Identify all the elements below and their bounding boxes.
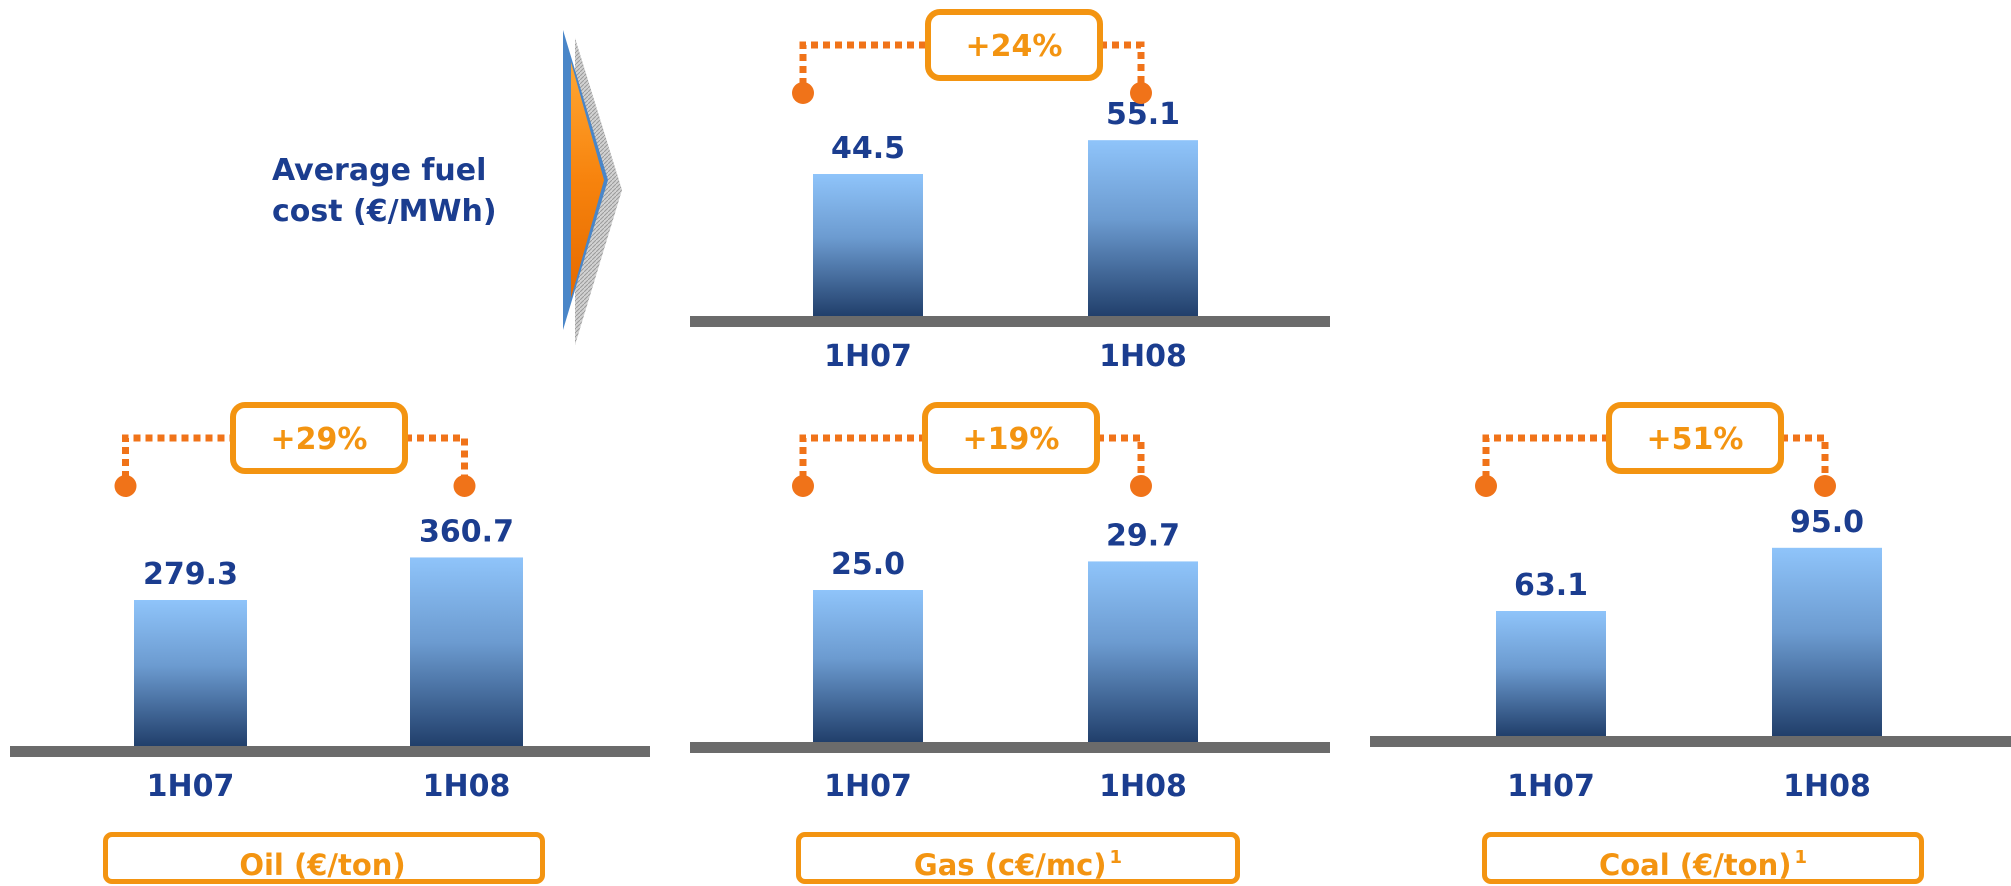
- category-label-gas: Gas (c€/mc) 1: [796, 832, 1240, 884]
- change-connector: [122, 434, 233, 478]
- change-connector: [799, 41, 928, 85]
- change-label: +29%: [271, 422, 368, 457]
- change-badge: [230, 402, 408, 474]
- data-label: 95.0: [1790, 505, 1864, 540]
- connector-dot: [114, 475, 137, 497]
- baseline: [690, 742, 1330, 753]
- bar-1h08: [410, 557, 523, 746]
- category-label-text: Oil (€/ton): [239, 848, 406, 882]
- data-label: 63.1: [1514, 568, 1588, 603]
- change-connector: [1482, 434, 1609, 478]
- baseline: [690, 316, 1330, 327]
- change-badge: [1606, 402, 1784, 474]
- change-label: +24%: [966, 29, 1063, 64]
- change-connector: [1781, 434, 1829, 478]
- connector-dot: [1130, 475, 1152, 497]
- tick-label: 1H07: [824, 769, 912, 804]
- change-connector: [799, 434, 925, 478]
- tick-label: 1H08: [1099, 769, 1187, 804]
- change-badge: [925, 9, 1103, 81]
- baseline: [1370, 736, 2011, 747]
- connector-dot: [1475, 475, 1497, 497]
- change-connector: [1097, 434, 1145, 478]
- tick-label: 1H07: [147, 769, 235, 804]
- data-label: 44.5: [831, 131, 905, 166]
- bar-1h08: [1088, 140, 1198, 316]
- footnote-marker: 1: [1794, 847, 1808, 868]
- change-badge: [922, 402, 1100, 474]
- bar-1h08: [1088, 561, 1198, 742]
- category-label-text: Gas (c€/mc): [913, 848, 1107, 882]
- connector-dot: [792, 475, 814, 497]
- tick-label: 1H08: [1099, 339, 1187, 374]
- average-fuel-cost-label: Average fuel cost (€/MWh): [272, 153, 497, 230]
- connector-dot: [1814, 475, 1836, 497]
- tick-label: 1H08: [423, 769, 511, 804]
- tick-label: 1H07: [824, 339, 912, 374]
- connector-dot: [792, 82, 814, 104]
- tick-label: 1H07: [1507, 769, 1595, 804]
- connector-dot: [453, 475, 476, 497]
- change-connector: [405, 434, 468, 478]
- bar-1h08: [1772, 547, 1882, 736]
- data-label: 360.7: [419, 514, 514, 549]
- change-label: +19%: [963, 422, 1060, 457]
- category-label-coal: Coal (€/ton) 1: [1482, 832, 1924, 884]
- bar-1h07: [813, 590, 923, 742]
- bar-1h07: [1496, 611, 1606, 736]
- arrow-icon: [563, 30, 622, 345]
- category-label-text: Coal (€/ton): [1598, 848, 1792, 882]
- change-label: +51%: [1647, 422, 1744, 457]
- data-label: 279.3: [143, 557, 238, 592]
- bar-1h07: [134, 600, 247, 746]
- baseline: [10, 746, 650, 757]
- category-label-oil: Oil (€/ton): [103, 832, 545, 884]
- data-label: 29.7: [1106, 518, 1180, 553]
- tick-label: 1H08: [1783, 769, 1871, 804]
- change-connector: [1100, 41, 1145, 85]
- footnote-marker: 1: [1109, 847, 1123, 868]
- bar-1h07: [813, 174, 923, 316]
- data-label: 25.0: [831, 547, 905, 582]
- connector-dot: [1130, 82, 1152, 104]
